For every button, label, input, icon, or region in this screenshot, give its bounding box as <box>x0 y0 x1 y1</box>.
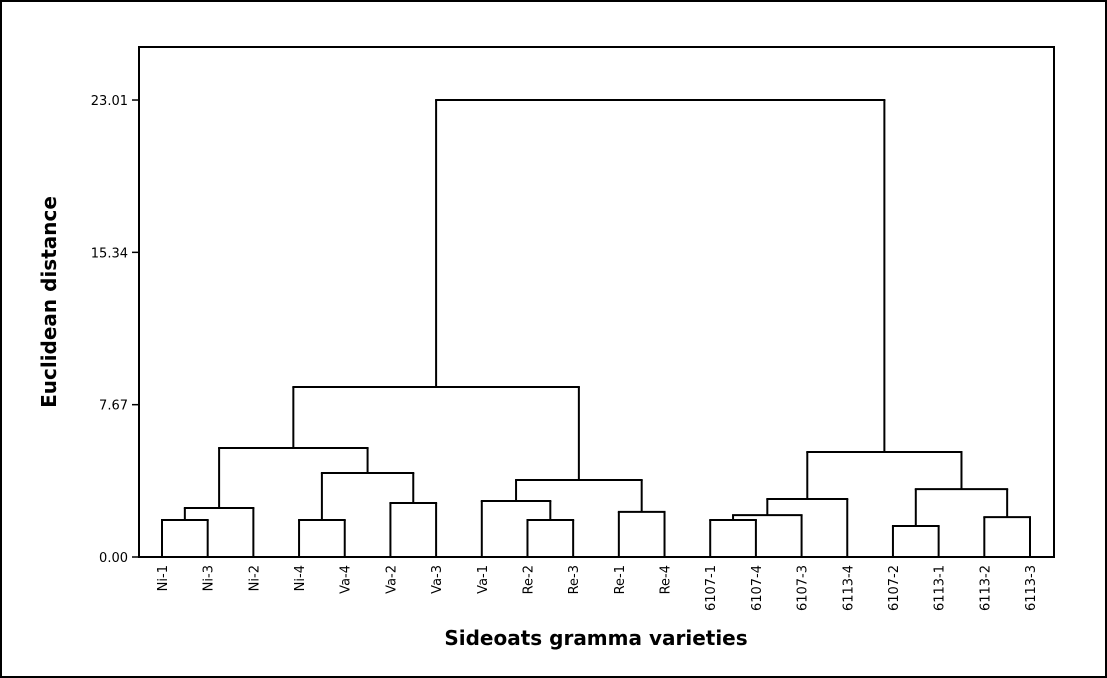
leaf-label: Ni-3 <box>202 565 217 591</box>
y-tick-label: 15.34 <box>91 246 128 261</box>
leaf-label: 6113-2 <box>978 565 993 611</box>
leaf-label: Va-1 <box>476 565 491 594</box>
leaf-label: 6107-3 <box>796 565 811 611</box>
leaf-label: Va-3 <box>430 565 445 594</box>
plot-frame <box>138 46 1055 558</box>
leaf-label: Ni-2 <box>247 565 262 591</box>
leaf-label: Re-1 <box>613 565 628 594</box>
leaf-label: 6107-4 <box>750 565 765 611</box>
leaf-label: 6107-1 <box>704 565 719 611</box>
leaf-label: Va-4 <box>339 565 354 594</box>
y-axis-label: Euclidean distance <box>37 196 61 408</box>
leaf-label: Ni-1 <box>156 565 171 591</box>
leaf-label: 6113-1 <box>933 565 948 611</box>
leaf-label: Ni-4 <box>293 565 308 591</box>
y-tick-label: 7.67 <box>99 399 128 414</box>
leaf-label: 6113-4 <box>841 565 856 611</box>
leaf-label: Re-3 <box>567 565 582 594</box>
leaf-label: 6113-3 <box>1024 565 1039 611</box>
x-axis-label: Sideoats gramma varieties <box>444 626 747 650</box>
leaf-label: Re-4 <box>659 565 674 594</box>
y-tick-label: 23.01 <box>91 94 128 109</box>
leaf-label: Va-2 <box>384 565 399 594</box>
y-tick-label: 0.00 <box>99 551 128 566</box>
leaf-label: 6107-2 <box>887 565 902 611</box>
leaf-label: Re-2 <box>521 565 536 594</box>
